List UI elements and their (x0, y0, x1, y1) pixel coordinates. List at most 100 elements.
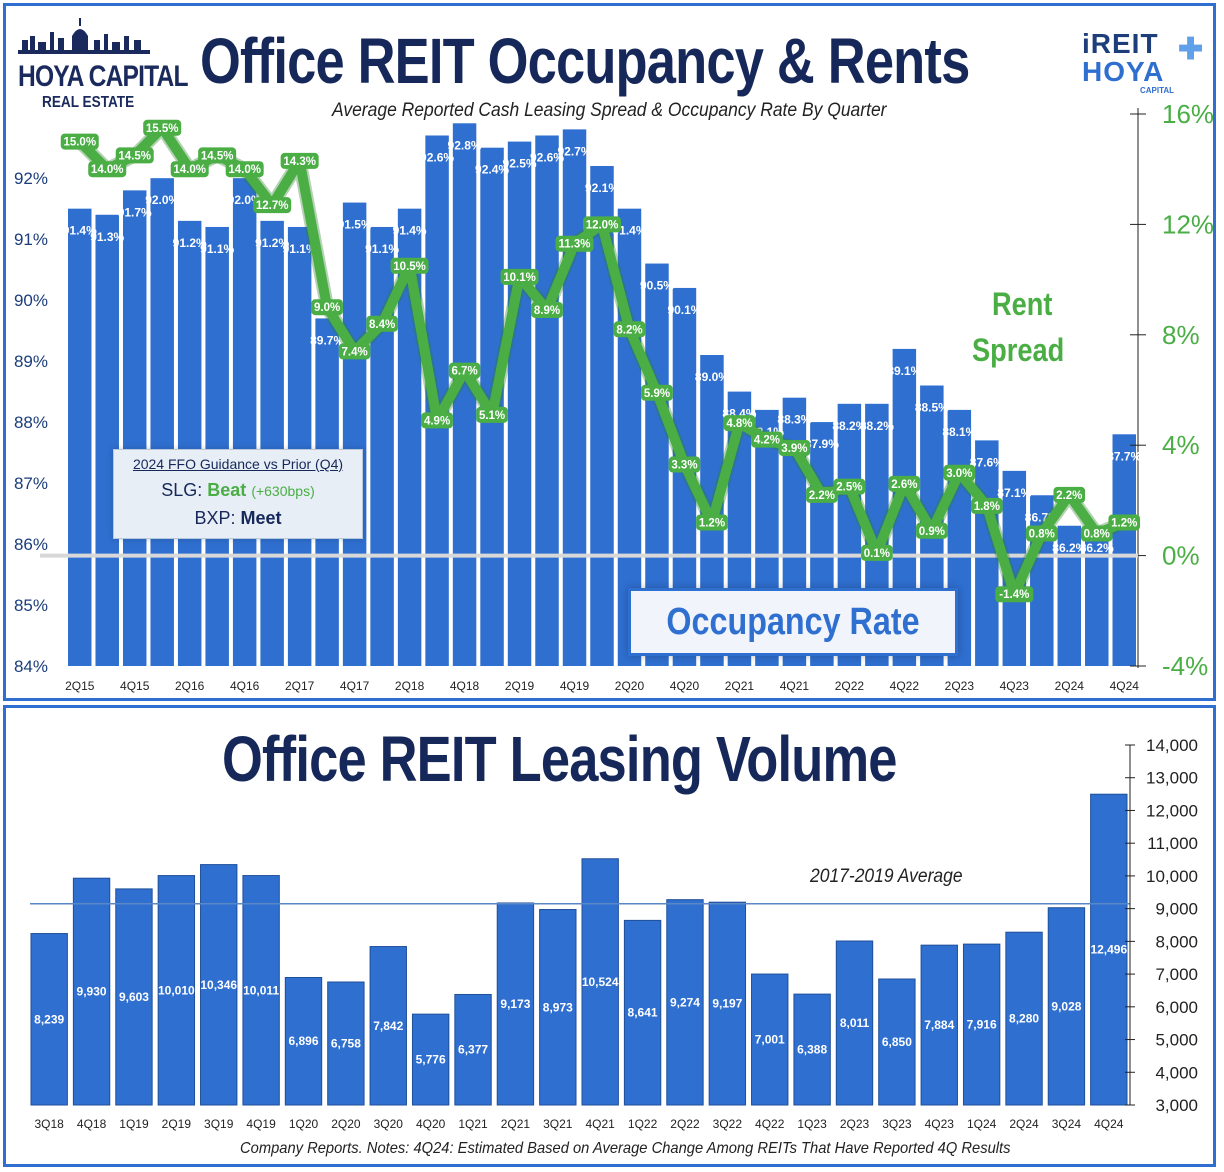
occupancy-label: 91.2% (255, 236, 289, 250)
occupancy-bar (95, 214, 119, 666)
occupancy-bar (672, 287, 697, 666)
x-axis-tick-2: 1Q21 (458, 1117, 488, 1131)
leasing-value-label: 5,776 (416, 1053, 446, 1067)
chart-title: Office REIT Occupancy & Rents (200, 25, 970, 97)
x-axis-tick-2: 4Q22 (755, 1117, 785, 1131)
logo-left-subtext: REAL ESTATE (42, 94, 135, 111)
left-axis-tick: 87% (14, 474, 48, 493)
x-axis-tick-2: 2Q21 (501, 1117, 531, 1131)
rent-spread-label-point: 3.0% (946, 468, 972, 480)
occupancy-label: 87.7% (1107, 449, 1141, 463)
guidance-bxp-row: BXP: Meet (114, 508, 362, 529)
x-axis-tick-2: 4Q19 (246, 1117, 276, 1131)
leasing-value-label: 9,930 (77, 985, 107, 999)
x-axis-tick: 4Q15 (120, 679, 150, 693)
rent-spread-label-point-bg (778, 439, 811, 456)
leasing-value-label: 6,896 (288, 1034, 318, 1048)
x-axis-tick-2: 3Q18 (35, 1117, 65, 1131)
leasing-bar (1047, 907, 1086, 1106)
rent-spread-label-point-bg (916, 522, 948, 539)
guidance-slg-note: (+630bps) (251, 483, 315, 499)
leasing-value-label: 9,197 (712, 997, 742, 1011)
rent-spread-label-point-bg (641, 384, 673, 401)
leasing-value-label: 9,274 (670, 995, 700, 1009)
leasing-value-label: 9,028 (1051, 999, 1081, 1013)
occupancy-label: 91.4% (63, 224, 97, 238)
right-axis-tick-2: 12,000 (1146, 801, 1198, 820)
rent-spread-label-point-bg (115, 147, 154, 164)
leasing-bar (454, 993, 492, 1106)
rent-spread-label-point: 0.8% (1029, 529, 1055, 541)
occupancy-label: 88.3% (777, 413, 811, 427)
right-axis-tick-2: 6,000 (1155, 998, 1198, 1017)
rent-spread-label-point-bg (198, 147, 237, 164)
leasing-bar (708, 901, 747, 1106)
leasing-value-label: 7,001 (755, 1033, 785, 1047)
occupancy-label: 90.5% (640, 279, 674, 293)
occupancy-label: 87.1% (997, 486, 1031, 500)
occupancy-label: 87.6% (970, 455, 1004, 469)
rent-spread-label-point: 3.9% (781, 443, 807, 455)
rent-spread-label-point: 5.9% (644, 388, 670, 400)
leasing-bar (242, 875, 280, 1106)
rent-spread-label-point-bg (555, 235, 594, 252)
occupancy-bar (452, 123, 477, 667)
x-axis-tick-2: 2Q22 (670, 1117, 700, 1131)
right-axis-tick-2: 7,000 (1155, 965, 1198, 984)
x-axis-tick: 4Q19 (560, 679, 590, 693)
chart-title-2: Office REIT Leasing Volume (222, 723, 897, 795)
right-axis-tick-2: 11,000 (1147, 834, 1198, 853)
rent-spread-label-point: 2.2% (809, 490, 835, 502)
x-axis-tick: 2Q22 (835, 679, 865, 693)
leasing-bar (878, 978, 916, 1106)
occupancy-label: 92.0% (145, 193, 179, 207)
x-axis-tick: 2Q23 (945, 679, 975, 693)
x-axis-tick-2: 3Q22 (713, 1117, 743, 1131)
rent-spread-label-point-bg (995, 586, 1034, 603)
guidance-slg-row: SLG: Beat (+630bps) (114, 480, 362, 501)
rent-spread-label-point: 4.9% (424, 415, 450, 427)
occupancy-bar (177, 220, 202, 666)
x-axis-tick-2: 1Q24 (967, 1117, 997, 1131)
occupancy-label: 91.7% (118, 205, 152, 219)
leasing-value-label: 8,973 (543, 1000, 573, 1014)
rent-spread-label-point-bg (531, 301, 563, 318)
x-axis-tick-2: 4Q21 (586, 1117, 616, 1131)
rent-spread-label-point-bg (1080, 525, 1113, 542)
rent-spread-label-point-bg (476, 406, 508, 423)
left-axis-tick: 89% (14, 352, 48, 371)
right-axis-tick: -4% (1162, 651, 1208, 681)
rent-spread-label-2: Spread (972, 332, 1065, 368)
rent-spread-label-point: 10.5% (393, 261, 426, 273)
right-axis-tick-2: 13,000 (1146, 769, 1198, 788)
right-axis-tick: 4% (1162, 430, 1200, 460)
skyline-icon (18, 18, 150, 54)
occupancy-label: 92.6% (420, 150, 454, 164)
rent-spread-label-point-bg (833, 478, 866, 495)
leasing-value-label: 7,916 (967, 1018, 997, 1032)
occupancy-label: 91.1% (200, 242, 234, 256)
rent-spread-label-point: 7.4% (342, 346, 368, 358)
occupancy-bar (1085, 525, 1109, 666)
leasing-bar (157, 875, 196, 1106)
occupancy-bar (205, 226, 229, 666)
rent-spread-label-point: 5.1% (479, 410, 505, 422)
rent-spread-label-point: 12.7% (256, 200, 289, 212)
occupancy-bar (507, 141, 532, 666)
x-axis-tick-2: 4Q20 (416, 1117, 446, 1131)
rent-spread-label-point: 3.3% (671, 460, 697, 472)
leasing-value-label: 7,842 (373, 1019, 403, 1033)
occupancy-bar (590, 165, 614, 666)
leasing-bar (1005, 931, 1043, 1106)
occupancy-label: 88.2% (832, 419, 866, 433)
right-axis-tick-2: 8,000 (1155, 932, 1198, 951)
rent-spread-label-point: 0.8% (1084, 529, 1110, 541)
occupancy-label: 91.1% (365, 242, 399, 256)
rent-spread-label-point-bg (253, 197, 292, 214)
occupancy-label: 92.4% (475, 163, 509, 177)
left-axis-tick: 86% (14, 535, 48, 554)
occupancy-bar (260, 220, 284, 666)
occupancy-label: 89.0% (695, 370, 729, 384)
x-axis-tick-2: 3Q24 (1052, 1117, 1082, 1131)
occupancy-label: 92.1% (585, 181, 619, 195)
